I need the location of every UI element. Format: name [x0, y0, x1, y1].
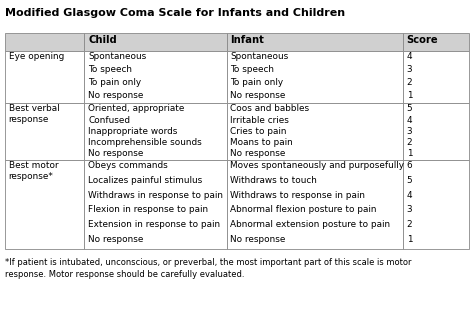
Text: Abnormal flexion posture to pain: Abnormal flexion posture to pain: [230, 205, 377, 214]
Bar: [84, 33, 227, 51]
Bar: [403, 33, 469, 51]
Text: Coos and babbles: Coos and babbles: [230, 104, 310, 113]
Text: To pain only: To pain only: [88, 78, 141, 87]
Text: Infant: Infant: [230, 35, 264, 45]
Text: 5: 5: [407, 104, 412, 113]
Text: Confused: Confused: [88, 115, 130, 125]
Text: Score: Score: [407, 35, 438, 45]
Text: No response: No response: [230, 235, 286, 244]
Text: 3: 3: [407, 65, 412, 74]
Bar: [227, 33, 403, 51]
Text: To pain only: To pain only: [230, 78, 283, 87]
Text: Irritable cries: Irritable cries: [230, 115, 289, 125]
Text: Modified Glasgow Coma Scale for Infants and Children: Modified Glasgow Coma Scale for Infants …: [5, 8, 345, 18]
Bar: [84, 51, 227, 103]
Text: No response: No response: [88, 235, 144, 244]
Text: Spontaneous: Spontaneous: [230, 52, 289, 61]
Bar: [5, 103, 84, 160]
Text: Abnormal extension posture to pain: Abnormal extension posture to pain: [230, 220, 391, 229]
Text: 4: 4: [407, 52, 412, 61]
Text: 2: 2: [407, 138, 412, 147]
Text: Localizes painful stimulus: Localizes painful stimulus: [88, 176, 202, 185]
Text: Moans to pain: Moans to pain: [230, 138, 293, 147]
Text: No response: No response: [88, 150, 144, 159]
Bar: [227, 51, 403, 103]
Bar: [5, 33, 84, 51]
Bar: [227, 160, 403, 249]
Text: Extension in response to pain: Extension in response to pain: [88, 220, 220, 229]
Bar: [84, 160, 227, 249]
Text: 1: 1: [407, 235, 412, 244]
Bar: [5, 51, 84, 103]
Bar: [403, 103, 469, 160]
Text: Obeys commands: Obeys commands: [88, 161, 168, 170]
Text: Cries to pain: Cries to pain: [230, 127, 287, 136]
Text: 1: 1: [407, 150, 412, 159]
Text: 3: 3: [407, 205, 412, 214]
Text: 4: 4: [407, 115, 412, 125]
Text: Eye opening: Eye opening: [9, 52, 64, 61]
Bar: [403, 51, 469, 103]
Text: 5: 5: [407, 176, 412, 185]
Text: Best motor
response*: Best motor response*: [9, 161, 58, 181]
Text: No response: No response: [230, 91, 286, 100]
Text: Best verbal
response: Best verbal response: [9, 104, 59, 124]
Text: To speech: To speech: [230, 65, 274, 74]
Text: Withdraws in response to pain: Withdraws in response to pain: [88, 190, 223, 200]
Text: 3: 3: [407, 127, 412, 136]
Text: Incomprehensible sounds: Incomprehensible sounds: [88, 138, 202, 147]
Text: No response: No response: [88, 91, 144, 100]
Bar: [403, 160, 469, 249]
Text: 6: 6: [407, 161, 412, 170]
Text: Withdraws to touch: Withdraws to touch: [230, 176, 317, 185]
Text: Inappropriate words: Inappropriate words: [88, 127, 178, 136]
Text: Withdraws to response in pain: Withdraws to response in pain: [230, 190, 365, 200]
Text: 2: 2: [407, 78, 412, 87]
Text: To speech: To speech: [88, 65, 132, 74]
Text: 4: 4: [407, 190, 412, 200]
Bar: [227, 103, 403, 160]
Text: 2: 2: [407, 220, 412, 229]
Text: Moves spontaneously and purposefully: Moves spontaneously and purposefully: [230, 161, 404, 170]
Bar: [84, 103, 227, 160]
Text: Child: Child: [88, 35, 117, 45]
Text: *If patient is intubated, unconscious, or preverbal, the most important part of : *If patient is intubated, unconscious, o…: [5, 258, 411, 279]
Text: Spontaneous: Spontaneous: [88, 52, 146, 61]
Text: Oriented, appropriate: Oriented, appropriate: [88, 104, 184, 113]
Text: Flexion in response to pain: Flexion in response to pain: [88, 205, 208, 214]
Text: 1: 1: [407, 91, 412, 100]
Text: No response: No response: [230, 150, 286, 159]
Bar: [5, 160, 84, 249]
